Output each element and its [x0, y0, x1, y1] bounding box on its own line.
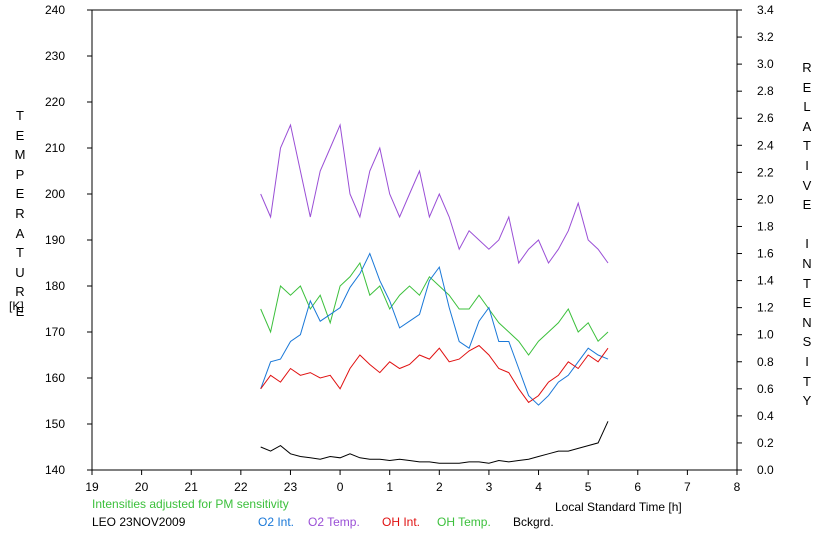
x-tick-label: 7: [684, 480, 691, 494]
legend-item-o2-temp: O2 Temp.: [308, 515, 360, 529]
axis-label-letter: E: [802, 79, 812, 95]
y-right-tick-label: 2.0: [757, 192, 774, 206]
axis-label-letter: T: [803, 275, 811, 291]
y-right-tick-label: 0.0: [757, 463, 774, 477]
y-right-tick-label: 2.4: [757, 138, 774, 152]
y-right-tick-label: 0.6: [757, 382, 774, 396]
axis-label-letter: T: [16, 245, 24, 261]
axis-label-letter: L: [803, 99, 811, 115]
x-tick-label: 5: [585, 480, 592, 494]
axis-label-letter: Y: [802, 393, 812, 409]
axis-label-letter: T: [803, 138, 811, 154]
y-right-tick-label: 1.0: [757, 328, 774, 342]
y-right-tick-label: 0.4: [757, 409, 774, 423]
x-tick-label: 19: [85, 480, 99, 494]
x-tick-label: 21: [185, 480, 199, 494]
series-line-oh-int: [260, 344, 609, 404]
axis-label-letter: E: [802, 197, 812, 213]
x-tick-label: 23: [284, 480, 298, 494]
note-text: Intensities adjusted for PM sensitivity: [92, 497, 289, 511]
x-tick-label: 22: [234, 480, 248, 494]
x-tick-label: 20: [135, 480, 149, 494]
axis-label-letter: T: [803, 373, 811, 389]
axis-label-letter: I: [805, 236, 809, 252]
axis-label-letter: [800, 215, 814, 235]
legend-item-o2-int: O2 Int.: [258, 515, 295, 529]
series-line-oh-temp: [260, 261, 609, 356]
y-right-tick-label: 0.2: [757, 436, 774, 450]
y-left-tick-label: 240: [45, 3, 65, 17]
y-right-tick-label: 3.2: [757, 30, 774, 44]
y-left-tick-label: 210: [45, 141, 65, 155]
y-right-tick-label: 2.6: [757, 111, 774, 125]
x-tick-label: 4: [535, 480, 542, 494]
y-left-tick-label: 180: [45, 279, 65, 293]
axis-label-letter: E: [15, 303, 25, 319]
y-axis-left-unit: [K]: [9, 299, 24, 313]
legend-item-bckgrd: Bckgrd.: [513, 515, 554, 529]
legend-item-oh-temp: OH Temp.: [437, 515, 491, 529]
y-right-tick-label: 0.8: [757, 355, 774, 369]
x-tick-label: 3: [486, 480, 493, 494]
y-right-tick-label: 2.2: [757, 165, 774, 179]
axis-label-letter: E: [15, 186, 25, 202]
axis-label-letter: E: [15, 127, 25, 143]
axis-label-letter: S: [802, 334, 812, 350]
station-label: LEO 23NOV2009: [92, 515, 186, 529]
axis-label-letter: N: [802, 255, 812, 271]
plot-frame: [91, 9, 738, 471]
axis-label-letter: V: [802, 177, 812, 193]
axis-label-letter: A: [15, 225, 25, 241]
axis-label-letter: R: [15, 205, 25, 221]
y-right-tick-label: 1.4: [757, 274, 774, 288]
y-axis-left: 140 150 160 170 180 190 200 210 220 230 240: [45, 3, 92, 477]
x-axis: 19 20 21 22 23 0 1 2 3 4 5 6 7 8: [85, 470, 741, 494]
axis-label-letter: R: [15, 284, 25, 300]
x-tick-label: 8: [734, 480, 741, 494]
y-right-tick-label: 1.8: [757, 219, 774, 233]
axis-label-letter: P: [15, 166, 25, 182]
x-tick-label: 0: [337, 480, 344, 494]
axis-label-letter: U: [15, 264, 25, 280]
y-left-tick-label: 150: [45, 417, 65, 431]
y-left-tick-label: 170: [45, 325, 65, 339]
y-right-tick-label: 3.0: [757, 57, 774, 71]
axis-label-letter: N: [802, 314, 812, 330]
x-axis-label: Local Standard Time [h]: [555, 500, 682, 514]
axis-label-letter: R: [802, 60, 812, 75]
y-right-tick-label: 1.2: [757, 301, 774, 315]
x-tick-label: 6: [634, 480, 641, 494]
series-line-o2-int: [260, 252, 609, 406]
x-tick-label: 2: [436, 480, 443, 494]
y-left-tick-label: 200: [45, 187, 65, 201]
x-tick-label: 1: [386, 480, 393, 494]
legend-item-oh-int: OH Int.: [382, 515, 421, 529]
y-left-tick-label: 190: [45, 233, 65, 247]
series-line-o2-temp: [260, 123, 609, 265]
axis-label-letter: M: [14, 147, 26, 163]
y-left-tick-label: 140: [45, 463, 65, 477]
y-left-tick-label: 230: [45, 49, 65, 63]
axis-label-letter: I: [805, 157, 809, 173]
series-layer: [260, 123, 609, 464]
axis-label-letter: I: [805, 353, 809, 369]
y-left-tick-label: 160: [45, 371, 65, 385]
y-left-tick-label: 220: [45, 95, 65, 109]
axis-label-letter: T: [16, 108, 24, 123]
y-axis-right: 0.0 0.2 0.4 0.6 0.8 1.0 1.2 1.4 1.6 1.8 2.0 2.2 2.4 2…: [737, 3, 774, 477]
y-right-tick-label: 2.8: [757, 84, 774, 98]
series-line-bckgrd: [260, 421, 609, 464]
y-right-tick-label: 3.4: [757, 3, 774, 17]
axis-label-letter: A: [802, 118, 812, 134]
y-right-tick-label: 1.6: [757, 247, 774, 261]
axis-label-letter: E: [802, 295, 812, 311]
